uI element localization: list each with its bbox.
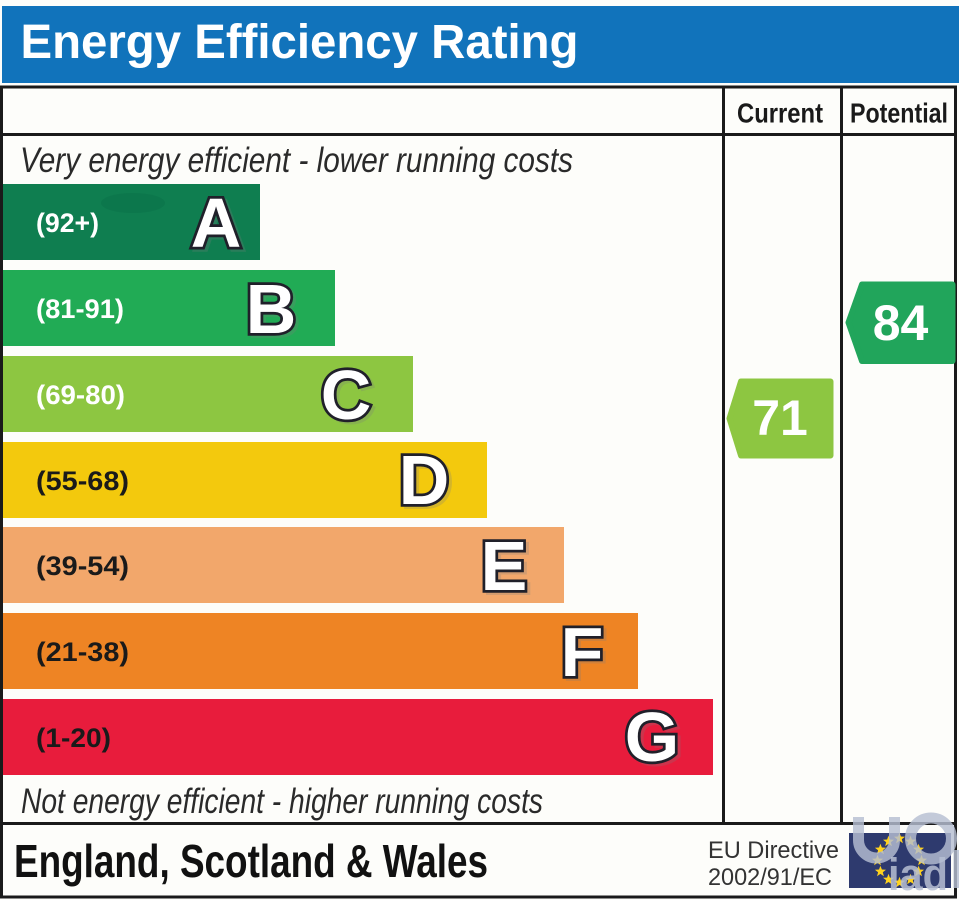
svg-text:B: B xyxy=(246,270,297,348)
svg-text:Energy Efficiency Rating: Energy Efficiency Rating xyxy=(21,16,579,69)
svg-text:G: G xyxy=(625,698,679,776)
svg-text:E: E xyxy=(481,527,528,605)
svg-text:iad: iad xyxy=(888,849,948,900)
svg-text:(55-68): (55-68) xyxy=(36,466,129,496)
svg-text:Potential: Potential xyxy=(850,98,948,129)
svg-text:Current: Current xyxy=(737,98,823,129)
svg-text:D: D xyxy=(399,441,450,519)
svg-text:(39-54): (39-54) xyxy=(36,551,129,581)
svg-text:(21-38): (21-38) xyxy=(36,637,129,667)
svg-text:F: F xyxy=(561,613,604,691)
svg-text:EU Directive: EU Directive xyxy=(708,837,839,864)
svg-text:B: B xyxy=(249,273,300,351)
svg-text:F: F xyxy=(564,616,607,694)
svg-text:A: A xyxy=(191,184,242,262)
svg-text:G: G xyxy=(628,701,682,779)
svg-text:84: 84 xyxy=(873,295,929,351)
svg-text:A: A xyxy=(194,187,245,265)
svg-text:(69-80): (69-80) xyxy=(36,380,125,410)
svg-text:C: C xyxy=(321,356,372,434)
svg-text:Very energy efficient - lower: Very energy efficient - lower running co… xyxy=(20,141,573,180)
svg-text:(92+): (92+) xyxy=(36,208,99,238)
svg-text:71: 71 xyxy=(752,390,808,446)
svg-text:2002/91/EC: 2002/91/EC xyxy=(708,864,832,891)
svg-text:E: E xyxy=(484,530,531,608)
svg-text:(1-20): (1-20) xyxy=(36,723,111,753)
svg-text:C: C xyxy=(324,359,375,437)
svg-text:D: D xyxy=(402,444,453,522)
svg-text:(81-91): (81-91) xyxy=(36,294,124,324)
svg-text:Not energy efficient - higher: Not energy efficient - higher running co… xyxy=(21,782,543,821)
svg-text:England, Scotland & Wales: England, Scotland & Wales xyxy=(14,835,488,887)
